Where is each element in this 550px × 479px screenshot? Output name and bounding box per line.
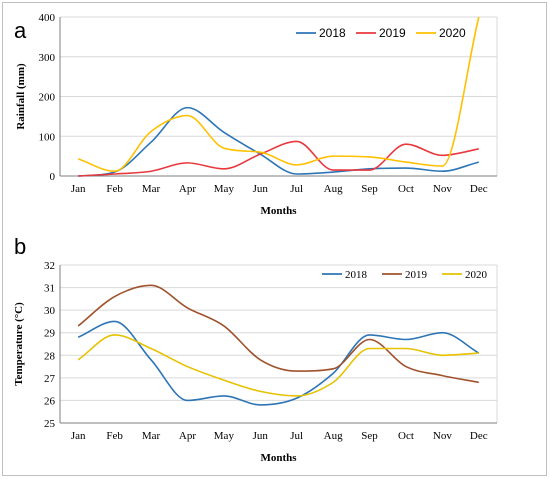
- y-tick-label: 31: [44, 283, 55, 295]
- x-tick-label: Jul: [290, 430, 303, 442]
- x-tick-label: Aug: [324, 430, 343, 442]
- panel-label: b: [14, 234, 26, 259]
- x-tick-label: Oct: [398, 430, 414, 442]
- y-tick-label: 200: [39, 92, 56, 104]
- x-tick-label: Jan: [71, 183, 86, 195]
- y-axis-title: Temperature (°C): [13, 302, 25, 386]
- series-line-2020: [77, 334, 479, 397]
- y-tick-label: 29: [44, 328, 56, 340]
- x-axis-title: Months: [260, 452, 297, 464]
- x-tick-label: Oct: [398, 183, 414, 195]
- y-tick-label: 32: [44, 260, 55, 272]
- x-tick-label: Jul: [290, 183, 303, 195]
- legend-label-2019: 2019: [405, 269, 428, 281]
- x-tick-label: Feb: [106, 430, 123, 442]
- legend-label-2020: 2020: [465, 269, 488, 281]
- series-line-2019: [78, 140, 479, 177]
- y-tick-label: 27: [44, 373, 56, 385]
- x-tick-label: Mar: [142, 183, 161, 195]
- series-line-2018: [77, 320, 480, 406]
- x-tick-label: Feb: [106, 183, 123, 195]
- x-tick-label: Jan: [71, 430, 86, 442]
- series-line-2019: [77, 284, 479, 384]
- x-tick-label: May: [214, 183, 235, 195]
- x-axis-title: Months: [260, 205, 297, 217]
- x-tick-label: Dec: [470, 430, 488, 442]
- legend-label-2019: 2019: [379, 26, 406, 40]
- legend-label-2018: 2018: [345, 269, 368, 281]
- legend-label-2018: 2018: [319, 26, 346, 40]
- y-axis-title: Rainfall (mm): [15, 63, 27, 130]
- series-line-2020: [77, 16, 480, 173]
- series-line-2018: [78, 106, 479, 177]
- y-tick-label: 25: [44, 418, 56, 430]
- x-tick-label: May: [214, 430, 235, 442]
- x-tick-label: Sep: [361, 430, 378, 442]
- x-tick-label: Apr: [179, 430, 196, 442]
- x-tick-label: Nov: [433, 183, 452, 195]
- x-tick-label: Dec: [470, 183, 488, 195]
- panel-label: a: [14, 18, 27, 43]
- x-tick-label: Mar: [142, 430, 161, 442]
- x-tick-label: Aug: [324, 183, 343, 195]
- y-tick-label: 28: [44, 350, 56, 362]
- x-tick-label: Jun: [253, 430, 269, 442]
- y-tick-label: 400: [39, 12, 56, 24]
- y-tick-label: 26: [44, 395, 56, 407]
- y-tick-label: 100: [39, 131, 56, 143]
- x-tick-label: Jun: [253, 183, 269, 195]
- y-tick-label: 300: [39, 52, 56, 64]
- chart-panel-a: 0 100 200 300 400 Jan Feb Mar Apr May Jun Jul Aug Sep…: [14, 12, 498, 217]
- x-tick-label: Nov: [433, 430, 452, 442]
- y-tick-label: 0: [50, 171, 56, 183]
- legend-label-2020: 2020: [439, 26, 466, 40]
- y-tick-label: 30: [44, 305, 56, 317]
- chart-panel-b: 25 26 27 28 29 30 31 32 Jan Feb Mar Apr May Jun Jul Aug…: [13, 234, 498, 464]
- x-tick-label: Sep: [361, 183, 378, 195]
- x-tick-label: Apr: [179, 183, 196, 195]
